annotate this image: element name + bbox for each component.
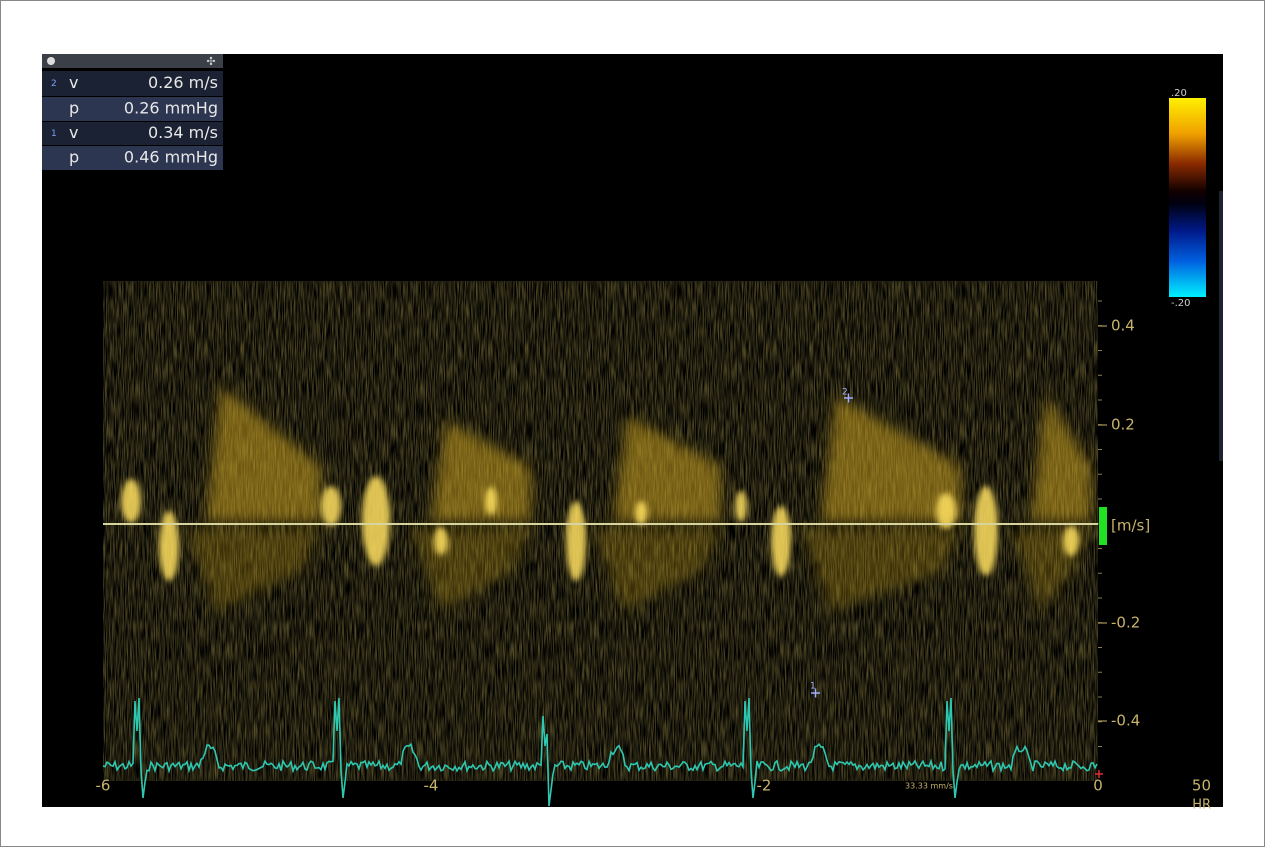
velocity-unit: [m/s] xyxy=(1111,517,1150,535)
color-scale-bottom: -.20 xyxy=(1171,298,1191,309)
measurement-panel: 2 v 0.26 m/s p 0.26 mmHg 1 v 0.34 m/s p 0.46 mmHg xyxy=(42,71,223,170)
bright-spot xyxy=(485,487,497,515)
panel-header xyxy=(42,54,223,68)
velocity-tick-label: 0.4 xyxy=(1111,317,1135,335)
ultrasound-view: ✣ 2 v 0.26 m/s p 0.26 mmHg 1 v 0.34 m/s p 0.46 mm… xyxy=(1,1,1264,846)
row-value: 0.46 mmHg xyxy=(124,148,218,167)
row-label: p xyxy=(69,99,79,118)
bright-spot xyxy=(321,486,341,526)
velocity-tick-label: 0.2 xyxy=(1111,416,1135,434)
bright-spot xyxy=(974,486,998,576)
time-tick-label: -2 xyxy=(757,777,772,795)
heart-rate-label: HR xyxy=(1192,798,1211,813)
heart-rate: 50 xyxy=(1192,777,1211,795)
bright-spot xyxy=(434,527,448,555)
row-index: 2 xyxy=(51,79,57,89)
bright-spot xyxy=(635,501,647,525)
sweep-speed: 33.33 mm/s xyxy=(905,782,953,791)
velocity-tick-label: -0.4 xyxy=(1111,712,1140,730)
bright-spot xyxy=(121,479,141,523)
bright-spot xyxy=(735,490,747,522)
collapse-icon[interactable] xyxy=(47,57,55,65)
doppler-spectrum xyxy=(103,281,1098,781)
bright-spot xyxy=(771,506,791,576)
side-strip xyxy=(1219,191,1223,461)
color-scale-top: .20 xyxy=(1171,88,1187,99)
row-value: 0.26 m/s xyxy=(148,73,218,92)
bright-spot xyxy=(566,501,586,581)
color-bar xyxy=(1169,98,1206,297)
move-icon[interactable]: ✣ xyxy=(206,55,215,68)
time-tick-label: -6 xyxy=(96,777,111,795)
screenshot: ✣ 2 v 0.26 m/s p 0.26 mmHg 1 v 0.34 m/s p 0.46 mm… xyxy=(0,0,1265,847)
row-label: v xyxy=(69,73,78,92)
bright-spot xyxy=(159,511,179,581)
baseline-marker[interactable] xyxy=(1099,507,1107,545)
row-index: 1 xyxy=(51,129,57,139)
time-tick-label: -4 xyxy=(424,777,439,795)
row-label: p xyxy=(69,148,79,167)
row-value: 0.34 m/s xyxy=(148,123,218,142)
row-value: 0.26 mmHg xyxy=(124,99,218,118)
row-label: v xyxy=(69,123,78,142)
bright-spot xyxy=(362,476,390,566)
bright-spot xyxy=(1063,526,1079,556)
velocity-tick-label: -0.2 xyxy=(1111,614,1140,632)
cursor-index: 2 xyxy=(842,388,848,398)
time-tick-label: 0 xyxy=(1093,777,1103,795)
